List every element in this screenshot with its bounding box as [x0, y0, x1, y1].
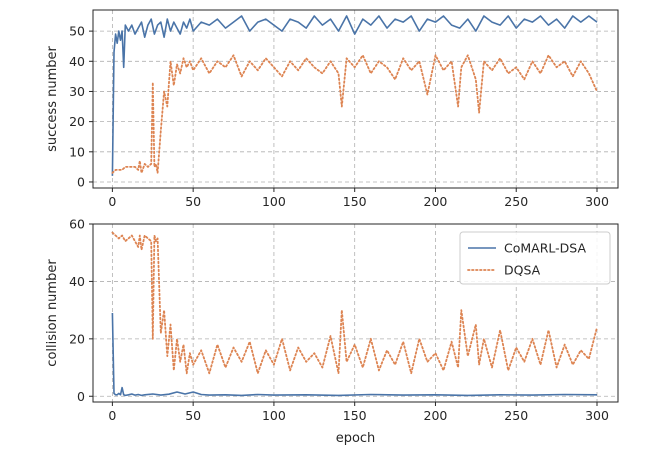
y-tick-label: 40	[69, 54, 85, 69]
y-tick-label: 60	[69, 217, 85, 232]
legend-box	[459, 231, 611, 285]
y-tick-label: 30	[69, 84, 85, 99]
axes-frame	[92, 223, 619, 403]
y-tick-label: 20	[69, 331, 85, 346]
series-line-comarl-dsa	[111, 312, 598, 397]
x-tick-label: 0	[108, 194, 116, 209]
legend: CoMARL-DSA DQSA	[459, 231, 611, 285]
x-tick-label: 50	[185, 408, 201, 423]
x-tick-label: 200	[424, 408, 448, 423]
axes-frame	[92, 9, 619, 189]
x-tick-label: 250	[504, 408, 528, 423]
legend-label-dqsa: DQSA	[504, 263, 541, 278]
y-tick-label: 10	[69, 144, 85, 159]
x-tick-label: 100	[262, 194, 286, 209]
y-tick-label: 0	[77, 389, 85, 404]
x-tick-label: 150	[343, 194, 367, 209]
y-axis-label: collision number	[45, 259, 60, 367]
y-tick-label: 20	[69, 114, 85, 129]
x-tick-label: 300	[585, 194, 609, 209]
x-tick-label: 100	[262, 408, 286, 423]
y-tick-label: 0	[77, 174, 85, 189]
y-tick-label: 50	[69, 24, 85, 39]
series-line-dqsa	[111, 54, 598, 174]
y-axis-label: success number	[45, 45, 60, 151]
x-tick-label: 0	[108, 408, 116, 423]
series-line-comarl-dsa	[111, 15, 598, 176]
x-tick-label: 150	[343, 408, 367, 423]
x-tick-label: 300	[585, 408, 609, 423]
panel-success: 0 50 100 150 200 250 300 0 10 20 30 40 50 success num…	[45, 9, 619, 209]
x-tick-label: 50	[185, 194, 201, 209]
legend-label-comarl-dsa: CoMARL-DSA	[504, 241, 586, 256]
panel-collision: 0 50 100 150 200 250 300 0 20 40 60 collision numbe…	[45, 217, 619, 446]
x-tick-label: 200	[424, 194, 448, 209]
series-line-dqsa	[111, 231, 598, 375]
y-tick-label: 40	[69, 274, 85, 289]
x-axis-label: epoch	[336, 431, 376, 446]
x-tick-label: 250	[504, 194, 528, 209]
